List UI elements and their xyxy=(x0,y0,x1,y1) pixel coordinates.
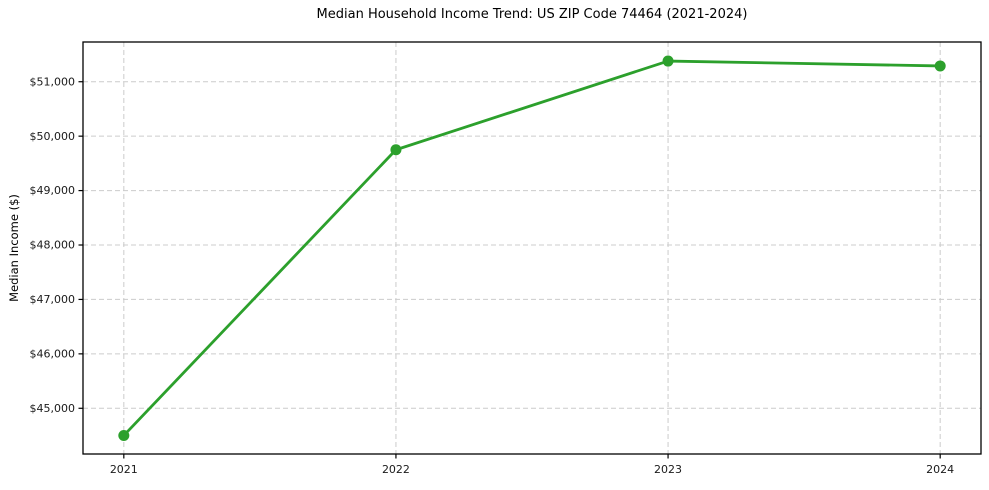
data-point-2022 xyxy=(390,144,402,156)
axis-ticks: $45,000 $46,000 $47,000 $48,000 $49,000 $50,0… xyxy=(30,75,955,476)
x-tick-label: 2021 xyxy=(110,463,138,476)
x-tick-label: 2024 xyxy=(926,463,954,476)
gridlines xyxy=(83,42,981,454)
y-tick-label: $45,000 xyxy=(30,402,76,415)
y-tick-label: $48,000 xyxy=(30,239,76,252)
y-tick-label: $51,000 xyxy=(30,75,76,88)
data-point-2024 xyxy=(934,60,946,72)
plot-border xyxy=(82,41,982,455)
y-tick-label: $46,000 xyxy=(30,347,76,360)
chart-title: Median Household Income Trend: US ZIP Co… xyxy=(316,7,748,22)
y-tick-label: $50,000 xyxy=(30,130,76,143)
data-point-2023 xyxy=(662,55,674,67)
trend-line xyxy=(122,59,942,437)
x-tick-label: 2022 xyxy=(382,463,410,476)
y-tick-label: $49,000 xyxy=(30,184,76,197)
y-tick-label: $47,000 xyxy=(30,293,76,306)
data-point-2021 xyxy=(118,429,130,441)
x-tick-label: 2023 xyxy=(654,463,682,476)
